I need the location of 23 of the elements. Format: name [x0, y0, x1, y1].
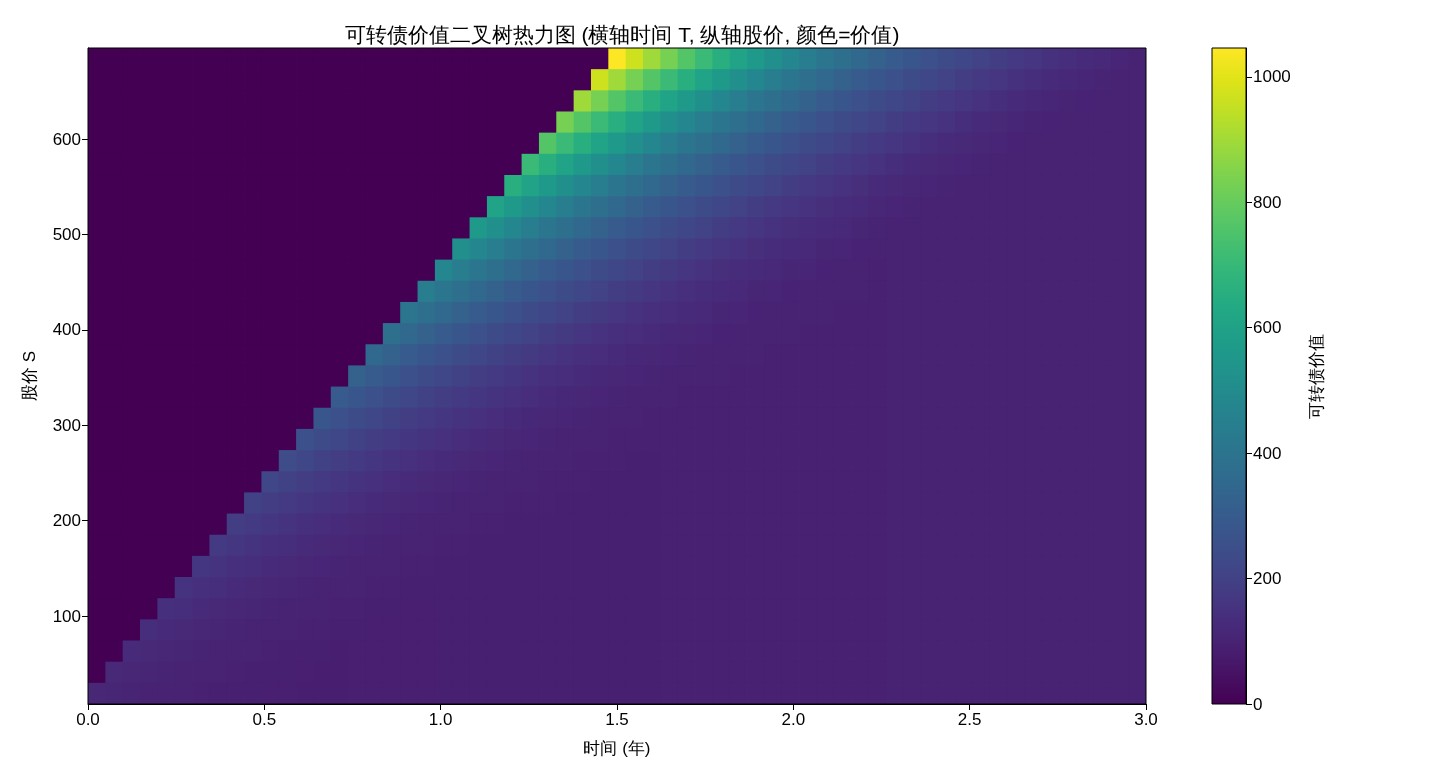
x-tick-label: 1.5: [605, 710, 629, 729]
x-tick-label: 0.0: [76, 710, 100, 729]
color-bar-label: 600: [1253, 318, 1282, 338]
x-tick-label: 2.5: [957, 710, 982, 729]
y-tick-label: 400: [52, 320, 81, 340]
x-tick-label: 1.0: [428, 710, 453, 729]
color-bar-label: 800: [1253, 192, 1282, 212]
y-axis-title: 股价 S: [20, 350, 39, 402]
color-bar-label: 400: [1253, 443, 1282, 463]
x-tick-label: 0.5: [252, 710, 277, 729]
y-tick-label: 100: [52, 606, 81, 626]
color-bar-label: 1000: [1253, 67, 1291, 87]
y-tick-label: 600: [52, 129, 81, 149]
y-tick-label: 200: [52, 511, 81, 531]
chart-title: 可转债价值二叉树热力图 (横轴时间 T, 纵轴股价, 颜色=价值): [344, 23, 900, 46]
color-bar-label: 0: [1253, 694, 1263, 714]
x-tick-label: 3.0: [1134, 710, 1158, 729]
color-bar-label: 200: [1253, 569, 1282, 589]
x-axis-title: 时间 (年): [583, 739, 651, 758]
y-tick-label: 300: [52, 415, 81, 435]
color-bar-title: 可转债价值: [1307, 333, 1326, 419]
x-tick-label: 2.0: [781, 710, 806, 729]
y-tick-label: 500: [52, 224, 81, 244]
